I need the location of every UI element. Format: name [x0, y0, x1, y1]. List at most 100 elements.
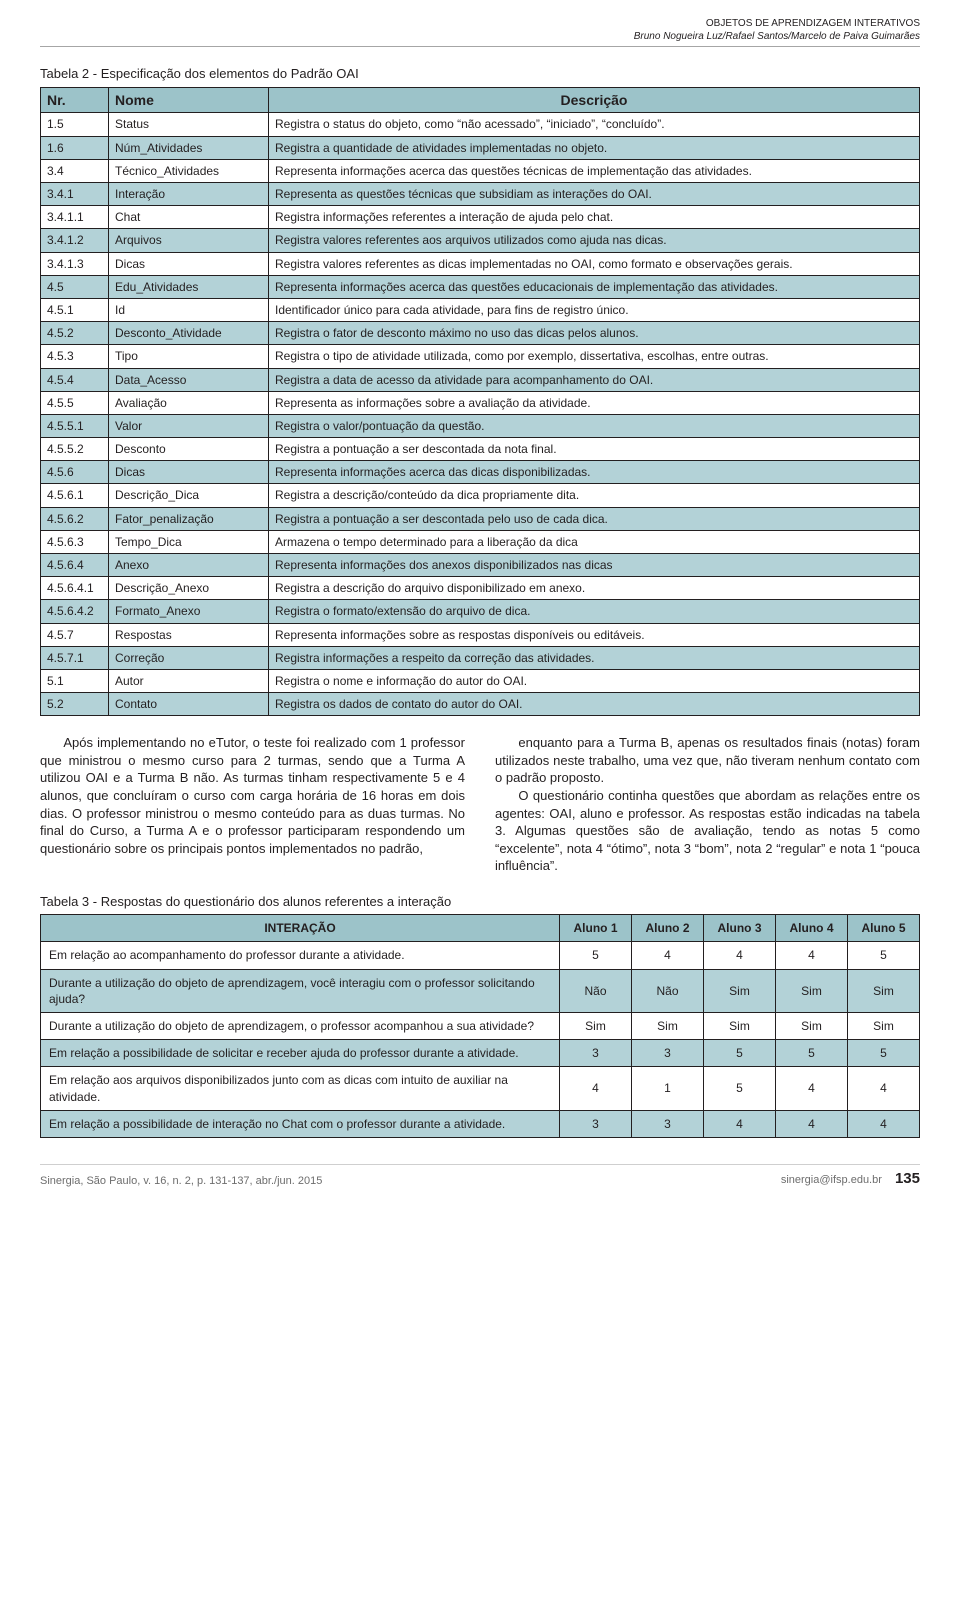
cell-value: 4 — [776, 942, 848, 969]
cell-nr: 1.6 — [41, 136, 109, 159]
cell-nome: Fator_penalização — [109, 507, 269, 530]
body-right-col: enquanto para a Turma B, apenas os resul… — [495, 734, 920, 874]
cell-value: 4 — [776, 1110, 848, 1137]
cell-value: 1 — [632, 1067, 704, 1110]
table-row: 4.5.1IdIdentificador único para cada ati… — [41, 298, 920, 321]
cell-nome: Avaliação — [109, 391, 269, 414]
table-row: Em relação aos arquivos disponibilizados… — [41, 1067, 920, 1110]
cell-desc: Registra o fator de desconto máximo no u… — [269, 322, 920, 345]
table-row: 4.5.6.3Tempo_DicaArmazena o tempo determ… — [41, 530, 920, 553]
cell-desc: Registra valores referentes aos arquivos… — [269, 229, 920, 252]
table-row: 4.5.2Desconto_AtividadeRegistra o fator … — [41, 322, 920, 345]
cell-nr: 4.5.6.3 — [41, 530, 109, 553]
table-row: 4.5.6.2Fator_penalizaçãoRegistra a pontu… — [41, 507, 920, 530]
cell-value: 3 — [632, 1110, 704, 1137]
cell-value: 4 — [632, 942, 704, 969]
footer-page: 135 — [895, 1170, 920, 1187]
table-row: 1.6Núm_AtividadesRegistra a quantidade d… — [41, 136, 920, 159]
cell-nr: 4.5.5 — [41, 391, 109, 414]
table-row: 3.4.1.3DicasRegistra valores referentes … — [41, 252, 920, 275]
cell-question: Em relação a possibilidade de solicitar … — [41, 1040, 560, 1067]
cell-nome: Status — [109, 113, 269, 136]
table-row: Em relação a possibilidade de interação … — [41, 1110, 920, 1137]
table-row: 4.5.5.2DescontoRegistra a pontuação a se… — [41, 438, 920, 461]
table-row: 4.5.6DicasRepresenta informações acerca … — [41, 461, 920, 484]
cell-value: 5 — [560, 942, 632, 969]
cell-nome: Tipo — [109, 345, 269, 368]
cell-value: Não — [632, 969, 704, 1012]
cell-nome: Descrição_Dica — [109, 484, 269, 507]
cell-desc: Registra o tipo de atividade utilizada, … — [269, 345, 920, 368]
cell-desc: Representa informações acerca das dicas … — [269, 461, 920, 484]
footer-right: sinergia@ifsp.edu.br — [781, 1174, 882, 1186]
cell-desc: Registra a descrição do arquivo disponib… — [269, 577, 920, 600]
cell-desc: Registra a pontuação a ser descontada pe… — [269, 507, 920, 530]
cell-value: 4 — [848, 1067, 920, 1110]
table3-col-a2: Aluno 2 — [632, 915, 704, 942]
cell-nr: 4.5.6.4.2 — [41, 600, 109, 623]
cell-nome: Desconto_Atividade — [109, 322, 269, 345]
cell-desc: Registra a pontuação a ser descontada da… — [269, 438, 920, 461]
cell-nome: Interação — [109, 183, 269, 206]
table-row: Durante a utilização do objeto de aprend… — [41, 1012, 920, 1039]
table-row: 5.2ContatoRegistra os dados de contato d… — [41, 693, 920, 716]
cell-desc: Registra informações referentes a intera… — [269, 206, 920, 229]
cell-nr: 3.4.1 — [41, 183, 109, 206]
cell-desc: Registra o valor/pontuação da questão. — [269, 414, 920, 437]
cell-nr: 4.5.6.2 — [41, 507, 109, 530]
table-row: 4.5.5.1ValorRegistra o valor/pontuação d… — [41, 414, 920, 437]
cell-desc: Registra o nome e informação do autor do… — [269, 669, 920, 692]
cell-nome: Descrição_Anexo — [109, 577, 269, 600]
cell-value: 5 — [848, 1040, 920, 1067]
cell-nr: 4.5 — [41, 275, 109, 298]
cell-value: Sim — [776, 1012, 848, 1039]
cell-nr: 4.5.1 — [41, 298, 109, 321]
header-line1: OBJETOS DE APRENDIZAGEM INTERATIVOS — [706, 18, 920, 29]
cell-nr: 4.5.6 — [41, 461, 109, 484]
table3-col-a1: Aluno 1 — [560, 915, 632, 942]
cell-desc: Registra o formato/extensão do arquivo d… — [269, 600, 920, 623]
cell-nr: 4.5.5.1 — [41, 414, 109, 437]
table-row: 4.5.5AvaliaçãoRepresenta as informações … — [41, 391, 920, 414]
cell-value: 3 — [560, 1040, 632, 1067]
cell-value: 3 — [560, 1110, 632, 1137]
cell-desc: Registra a quantidade de atividades impl… — [269, 136, 920, 159]
table-row: 3.4.1.2ArquivosRegistra valores referent… — [41, 229, 920, 252]
cell-value: 5 — [776, 1040, 848, 1067]
cell-nr: 4.5.6.4.1 — [41, 577, 109, 600]
cell-value: Sim — [848, 1012, 920, 1039]
table-row: Em relação ao acompanhamento do professo… — [41, 942, 920, 969]
cell-question: Durante a utilização do objeto de aprend… — [41, 1012, 560, 1039]
cell-nr: 4.5.5.2 — [41, 438, 109, 461]
table-row: 4.5.7RespostasRepresenta informações sob… — [41, 623, 920, 646]
cell-desc: Representa informações acerca das questõ… — [269, 159, 920, 182]
table-row: 1.5StatusRegistra o status do objeto, co… — [41, 113, 920, 136]
table-row: 4.5Edu_AtividadesRepresenta informações … — [41, 275, 920, 298]
table-row: 4.5.6.4.2Formato_AnexoRegistra o formato… — [41, 600, 920, 623]
cell-desc: Representa informações acerca das questõ… — [269, 275, 920, 298]
table3-interacao: INTERAÇÃO Aluno 1 Aluno 2 Aluno 3 Aluno … — [40, 914, 920, 1138]
cell-value: 5 — [704, 1040, 776, 1067]
table3-col-a5: Aluno 5 — [848, 915, 920, 942]
cell-desc: Representa informações dos anexos dispon… — [269, 554, 920, 577]
cell-question: Em relação ao acompanhamento do professo… — [41, 942, 560, 969]
table-row: 4.5.6.1Descrição_DicaRegistra a descriçã… — [41, 484, 920, 507]
cell-nr: 3.4.1.2 — [41, 229, 109, 252]
cell-nr: 3.4 — [41, 159, 109, 182]
body-right-p: O questionário continha questões que abo… — [495, 787, 920, 875]
table2-caption: Tabela 2 - Especificação dos elementos d… — [40, 65, 920, 83]
cell-nome: Tempo_Dica — [109, 530, 269, 553]
cell-nr: 3.4.1.1 — [41, 206, 109, 229]
cell-nome: Técnico_Atividades — [109, 159, 269, 182]
cell-nr: 5.1 — [41, 669, 109, 692]
cell-nr: 4.5.7.1 — [41, 646, 109, 669]
table-row: 3.4.1.1ChatRegistra informações referent… — [41, 206, 920, 229]
cell-nr: 1.5 — [41, 113, 109, 136]
cell-value: Sim — [848, 969, 920, 1012]
cell-nr: 4.5.3 — [41, 345, 109, 368]
cell-nome: Desconto — [109, 438, 269, 461]
body-right-p: enquanto para a Turma B, apenas os resul… — [495, 734, 920, 787]
cell-desc: Registra os dados de contato do autor do… — [269, 693, 920, 716]
cell-desc: Representa informações sobre as resposta… — [269, 623, 920, 646]
cell-nome: Contato — [109, 693, 269, 716]
